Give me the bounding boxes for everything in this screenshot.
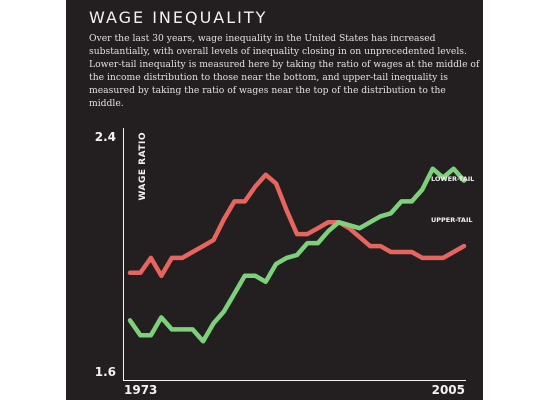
y-tick-label-bottom: 1.6 — [95, 365, 116, 379]
chart-panel: WAGE INEQUALITY Over the last 30 years, … — [66, 0, 483, 400]
series-label-upper-tail: UPPER-TAIL — [431, 216, 473, 224]
series-line-upper-tail — [127, 166, 467, 344]
series-line-lower-tail — [127, 172, 467, 279]
chart-title: WAGE INEQUALITY — [89, 8, 268, 27]
chart-description: Over the last 30 years, wage inequality … — [89, 33, 480, 110]
line-chart: 2.4 1.6 1973 2005 WAGE RATIO LOWER-TAIL … — [95, 128, 474, 397]
series-label-lower-tail: LOWER-TAIL — [431, 175, 474, 183]
x-tick-label-start: 1973 — [124, 383, 157, 397]
y-tick-label-top: 2.4 — [95, 130, 116, 144]
x-tick-label-end: 2005 — [432, 383, 465, 397]
y-axis-title: WAGE RATIO — [138, 132, 148, 201]
